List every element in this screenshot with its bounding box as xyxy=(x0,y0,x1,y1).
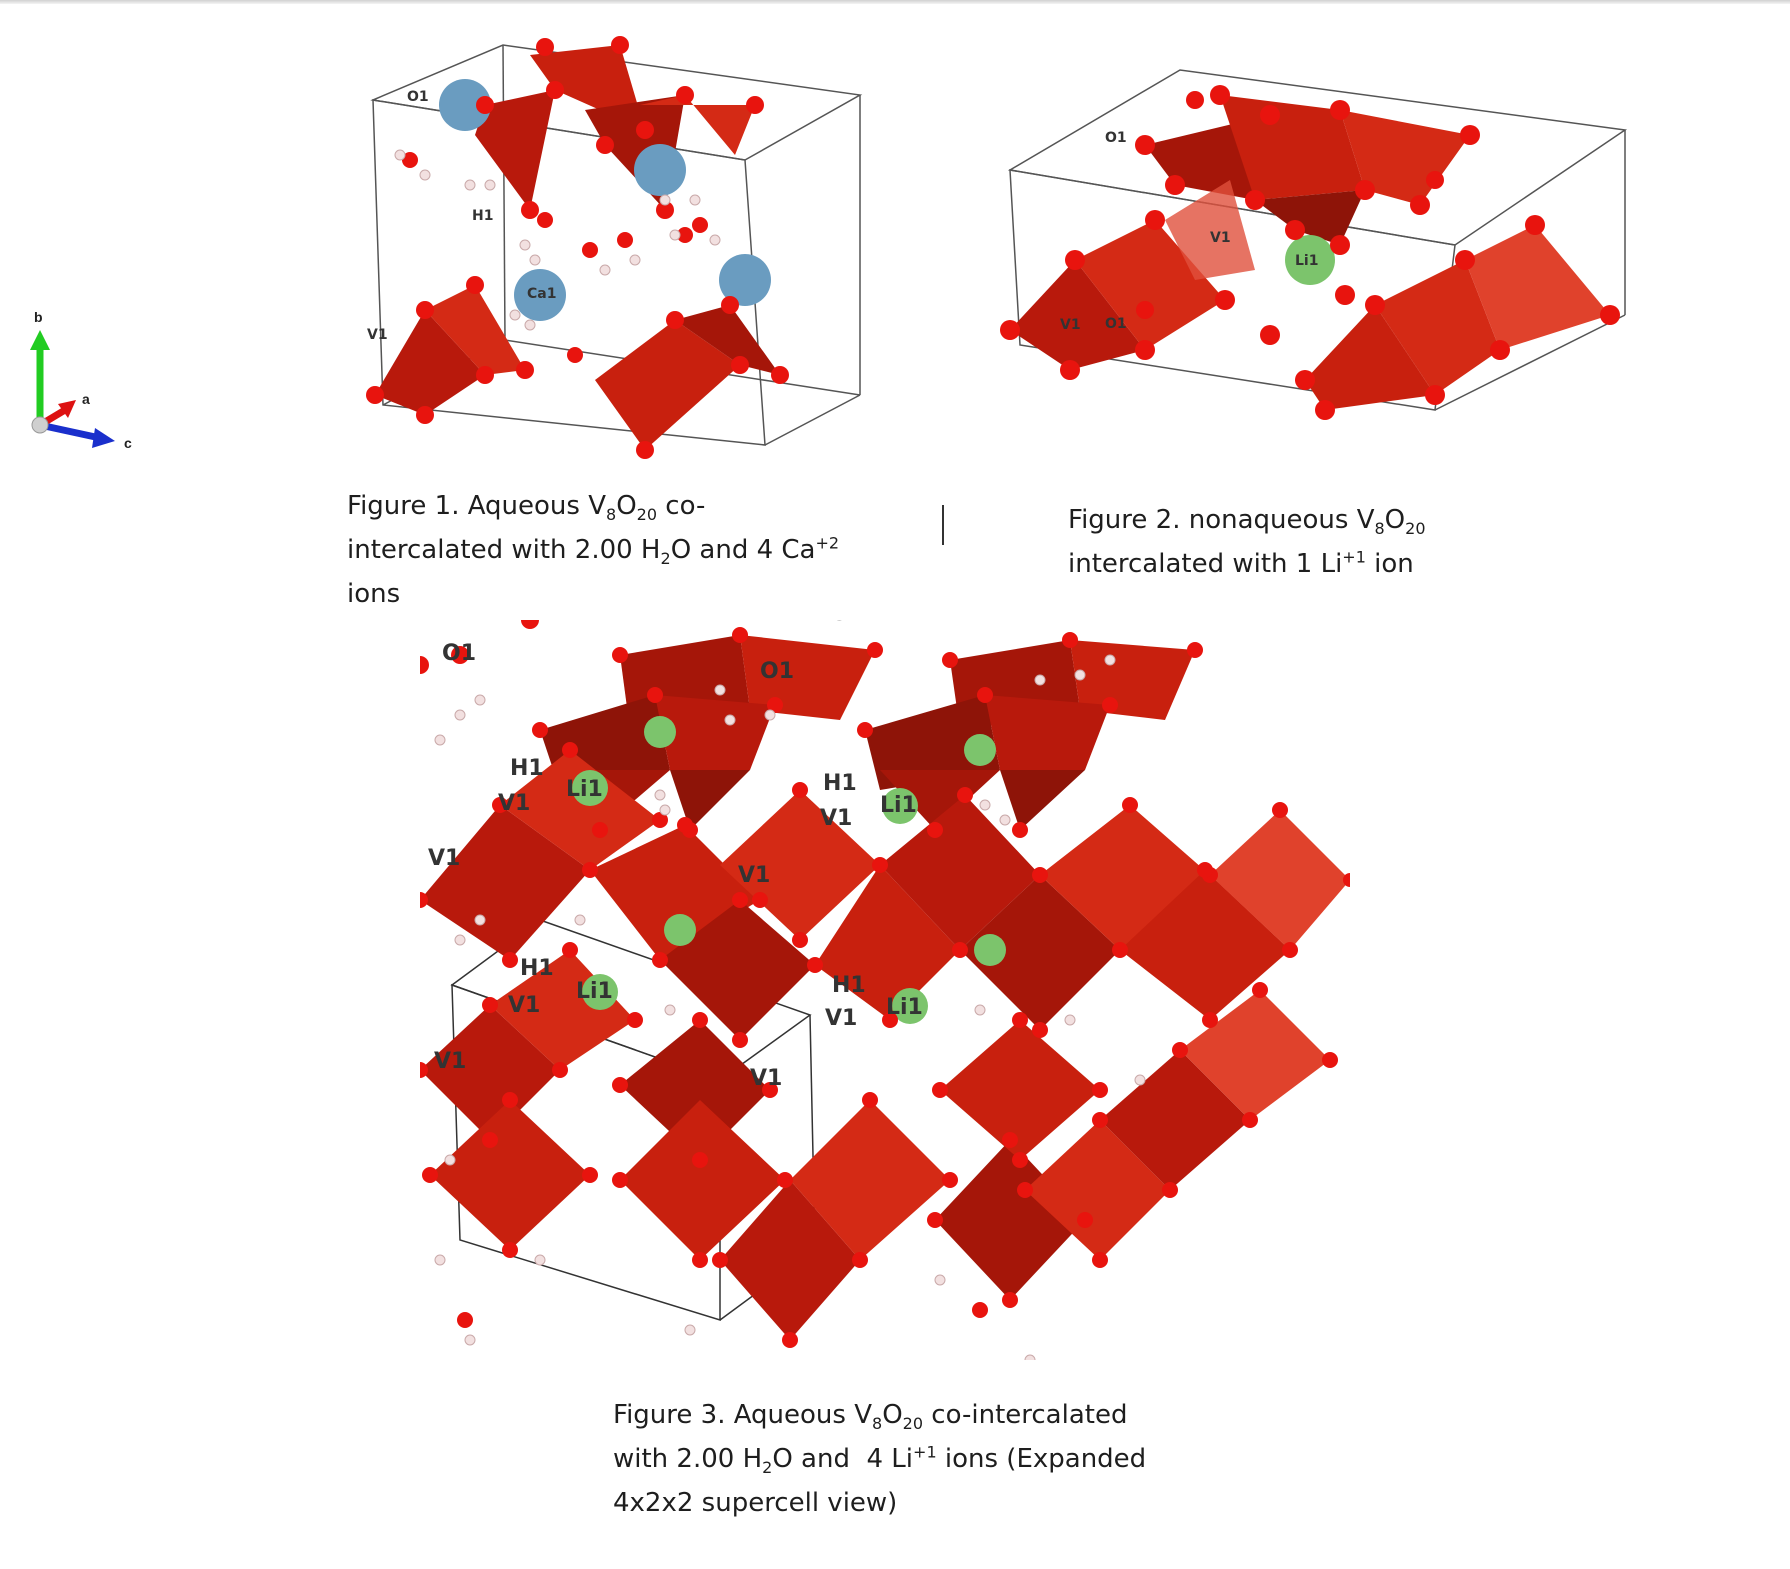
caption-1-text: O xyxy=(616,491,637,521)
atom-label-h1: H1 xyxy=(832,973,866,998)
figure-2-caption: Figure 2. nonaqueous V8O20 intercalated … xyxy=(1068,498,1588,586)
atom-label-v1: V1 xyxy=(750,1066,782,1091)
figure-2-structure: O1 V1 Li1 V1 O1 xyxy=(995,60,1655,480)
caption-1-sub: 20 xyxy=(636,505,658,525)
caption-1-sub: 8 xyxy=(606,505,617,525)
lithium-atoms xyxy=(572,716,1006,1024)
figure-1-caption: Figure 1. Aqueous V8O20 co- intercalated… xyxy=(347,484,867,616)
caption-2-sub: 20 xyxy=(1405,519,1426,539)
caption-1-text: Figure 1. Aqueous V xyxy=(347,491,607,521)
caption-1-sup: +2 xyxy=(815,533,840,553)
lower-layer xyxy=(420,950,1330,1340)
lower-polyhedra xyxy=(375,285,780,450)
caption-3-sub: 20 xyxy=(902,1414,924,1434)
atom-label-o1-top: O1 xyxy=(1105,130,1127,146)
caption-3-text: 4x2x2 supercell view) xyxy=(613,1488,898,1518)
caption-1-sub: 2 xyxy=(660,549,671,569)
atom-label-v1-upper: V1 xyxy=(1210,230,1231,246)
figure-3-caption: Figure 3. Aqueous V8O20 co-intercalated … xyxy=(613,1393,1213,1525)
atom-label-v1: V1 xyxy=(367,327,388,343)
axis-c-line xyxy=(39,421,101,442)
caption-3-text: co-intercalated xyxy=(923,1400,1128,1430)
caption-2-text: O xyxy=(1384,505,1406,535)
atom-label-v1: V1 xyxy=(820,806,852,831)
caption-3-text: ions (Expanded xyxy=(936,1444,1147,1474)
atom-label-li1: Li1 xyxy=(566,777,603,802)
hydrogen-atoms xyxy=(394,149,721,331)
atom-label-li1: Li1 xyxy=(576,979,613,1004)
axis-indicator: b a c xyxy=(20,300,140,450)
atom-label-o1: O1 xyxy=(407,89,429,105)
caption-2-sup: +1 xyxy=(1342,547,1366,567)
calcium-atoms xyxy=(439,79,771,321)
atom-label-v1: V1 xyxy=(434,1049,466,1074)
figure-3-supercell-structure: O1 O1 O1 O1 Li1 Li1 Li1 Li1 H1 H1 H1 H1 … xyxy=(420,620,1350,1360)
atom-label-o1: O1 xyxy=(760,659,794,684)
axis-origin xyxy=(31,416,49,434)
atom-label-v1: V1 xyxy=(825,1006,857,1031)
lower-polyhedra xyxy=(1010,180,1610,410)
lithium-atom xyxy=(1285,235,1335,285)
atom-label-o1: O1 xyxy=(830,620,864,626)
oxygen-atoms xyxy=(1000,85,1620,420)
atom-label-v1-lower: V1 xyxy=(1060,317,1081,333)
atom-label-v1: V1 xyxy=(508,993,540,1018)
atom-label-v1: V1 xyxy=(498,791,530,816)
caption-1-text: ions xyxy=(347,579,401,609)
text-cursor-divider xyxy=(942,505,944,545)
atom-label-li1: Li1 xyxy=(886,995,923,1020)
upper-polyhedra xyxy=(475,45,755,210)
atom-label-li1: Li1 xyxy=(1295,253,1318,269)
axis-b-arrowhead xyxy=(30,330,50,350)
atom-label-h1: H1 xyxy=(520,956,554,981)
upper-polyhedra xyxy=(1145,95,1470,245)
oxygen-atoms xyxy=(366,36,789,459)
caption-2-text: ion xyxy=(1365,549,1414,579)
atom-label-ca1: Ca1 xyxy=(527,286,556,302)
caption-3-sub: 8 xyxy=(872,1414,883,1434)
top-edge xyxy=(0,0,1790,4)
atom-labels: O1 O1 O1 O1 Li1 Li1 Li1 Li1 H1 H1 H1 H1 … xyxy=(428,620,923,1091)
caption-2-sub: 8 xyxy=(1374,519,1385,539)
caption-3-sub: 2 xyxy=(762,1458,773,1478)
caption-1-text: intercalated with 2.00 H xyxy=(347,535,661,565)
middle-layer xyxy=(420,750,1350,1040)
axis-a-arrowhead xyxy=(58,400,76,418)
caption-2-text: intercalated with 1 Li xyxy=(1068,549,1343,579)
axis-b-label: b xyxy=(34,309,43,325)
atom-label-o1: O1 xyxy=(442,641,476,666)
caption-3-sup: +1 xyxy=(913,1442,937,1462)
caption-1-text: O and 4 Ca xyxy=(670,535,816,565)
caption-3-text: Figure 3. Aqueous V xyxy=(613,1400,873,1430)
caption-2-text: Figure 2. nonaqueous V xyxy=(1068,505,1375,535)
caption-3-text: O and 4 Li xyxy=(772,1444,914,1474)
caption-3-text: O xyxy=(882,1400,903,1430)
atom-label-o1-lower: O1 xyxy=(1105,316,1127,332)
atom-label-v1: V1 xyxy=(738,863,770,888)
atom-label-li1: Li1 xyxy=(880,793,917,818)
oxygen-atoms xyxy=(420,620,1350,1348)
atom-label-h1: H1 xyxy=(823,771,857,796)
caption-1-text: co- xyxy=(657,491,706,521)
caption-3-text: with 2.00 H xyxy=(613,1444,763,1474)
upper-layer-right xyxy=(865,640,1195,830)
hydrogen-atoms xyxy=(434,654,1146,1360)
figure-1-structure: O1 H1 Ca1 V1 xyxy=(355,35,875,480)
axis-a-label: a xyxy=(82,391,90,407)
atom-label-h1: H1 xyxy=(510,756,544,781)
axis-c-label: c xyxy=(124,435,132,450)
atom-label-h1: H1 xyxy=(472,208,493,224)
axis-c-arrowhead xyxy=(92,428,115,448)
atom-label-v1: V1 xyxy=(428,846,460,871)
